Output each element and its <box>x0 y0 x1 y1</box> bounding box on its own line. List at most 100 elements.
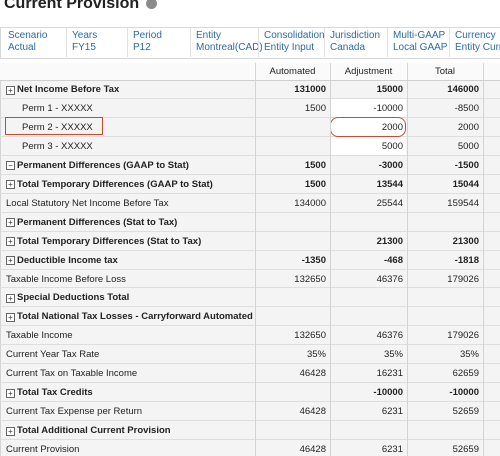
column-divider <box>407 63 408 456</box>
pov-label[interactable]: Consolidation <box>264 30 325 41</box>
pov-divider <box>66 28 67 57</box>
value-cell: 159544 <box>447 197 479 209</box>
pov-divider <box>258 28 259 57</box>
expander[interactable]: + <box>6 312 15 322</box>
row-label: Permanent Differences (Stat to Tax) <box>17 216 178 228</box>
column-header: Automated <box>269 66 316 77</box>
pov-value[interactable]: FY15 <box>72 42 96 53</box>
row-label: Current Year Tax Rate <box>6 349 100 361</box>
row-divider <box>0 173 500 175</box>
expander[interactable]: + <box>6 426 15 436</box>
row-divider <box>0 116 500 118</box>
row-label: Total Temporary Differences (GAAP to Sta… <box>17 178 213 190</box>
value-cell: 16231 <box>376 368 403 380</box>
pov-label[interactable]: Scenario <box>8 30 48 41</box>
row-divider <box>0 420 500 422</box>
pov-label[interactable]: Multi-GAAP <box>393 30 446 41</box>
row-divider <box>0 230 500 232</box>
value-cell[interactable]: 5000 <box>381 140 403 152</box>
column-divider <box>255 63 256 456</box>
value-cell: -8500 <box>454 102 479 114</box>
pov-value[interactable]: Actual <box>8 42 36 53</box>
value-cell: 52659 <box>452 444 479 456</box>
value-cell: 35% <box>306 349 326 361</box>
row-label: Total National Tax Losses - Carryforward… <box>17 311 253 323</box>
info-icon[interactable] <box>146 0 157 9</box>
value-cell[interactable]: -10000 <box>373 102 403 114</box>
input-cell[interactable] <box>331 117 406 136</box>
expander[interactable]: + <box>6 218 15 228</box>
value-cell: -468 <box>383 254 403 266</box>
row-label: Current Provision <box>6 444 80 456</box>
row-divider <box>0 192 500 194</box>
row-label: Current Tax on Taxable Income <box>6 368 138 380</box>
pov-value[interactable]: P12 <box>133 42 151 53</box>
value-cell: 46428 <box>299 406 326 418</box>
pov-value[interactable]: Entity Input <box>264 42 315 53</box>
value-cell: 131000 <box>294 84 326 95</box>
value-cell: 179026 <box>447 273 479 285</box>
value-cell: 1500 <box>304 178 326 190</box>
value-cell: 46428 <box>299 368 326 380</box>
value-cell: 21300 <box>452 235 479 247</box>
pov-divider <box>324 28 325 57</box>
pov-value[interactable]: Entity Curr <box>455 42 500 53</box>
pov-label[interactable]: Currency <box>455 30 496 41</box>
column-divider <box>330 63 331 456</box>
pov-value[interactable]: Local GAAP <box>393 42 448 53</box>
row-label: Taxable Income <box>6 330 73 342</box>
value-cell: 6231 <box>381 444 403 456</box>
expander[interactable]: + <box>6 180 15 190</box>
value-cell: 1500 <box>304 102 326 114</box>
value-cell: 46376 <box>376 330 403 342</box>
row-divider <box>0 382 500 384</box>
highlight-box <box>5 116 103 135</box>
row-divider <box>0 268 500 270</box>
row-label: Taxable Income Before Loss <box>6 273 126 285</box>
pov-value[interactable]: Montreal(CAD) <box>196 42 263 53</box>
expander[interactable]: + <box>6 237 15 247</box>
row-divider <box>0 135 500 137</box>
value-cell: -1500 <box>454 159 479 171</box>
value-cell: 62659 <box>452 368 479 380</box>
value-cell: 179026 <box>447 330 479 342</box>
pov-divider <box>190 28 191 57</box>
page-title: Current Provision <box>4 0 140 12</box>
row-label: Local Statutory Net Income Before Tax <box>6 197 169 209</box>
pov-divider <box>387 28 388 57</box>
input-cell[interactable] <box>331 98 406 117</box>
value-cell: 2000 <box>457 121 479 133</box>
pov-divider <box>127 28 128 57</box>
expander[interactable]: + <box>6 256 15 266</box>
table-bg <box>0 63 500 456</box>
value-cell[interactable]: 2000 <box>381 121 403 133</box>
row-label: Current Tax Expense per Return <box>6 406 143 418</box>
value-cell: -3000 <box>378 159 403 171</box>
value-cell: 134000 <box>294 197 326 209</box>
expander[interactable]: + <box>6 388 15 398</box>
input-cell[interactable] <box>331 136 406 155</box>
row-label: Total Temporary Differences (Stat to Tax… <box>17 235 202 247</box>
value-cell: 25544 <box>376 197 403 209</box>
pov-value[interactable]: Canada <box>330 42 366 53</box>
value-cell: -1350 <box>301 254 326 266</box>
row-divider <box>0 439 500 441</box>
expander[interactable]: − <box>6 161 15 171</box>
value-cell: 6231 <box>381 406 403 418</box>
pov-label[interactable]: Years <box>72 30 98 41</box>
expander[interactable]: + <box>6 293 15 303</box>
value-cell: -10000 <box>449 387 479 399</box>
expander[interactable]: + <box>6 85 15 95</box>
pov-label[interactable]: Entity <box>196 30 222 41</box>
value-cell: 132650 <box>294 330 326 342</box>
value-cell: 35% <box>383 349 403 361</box>
row-label: Net Income Before Tax <box>17 84 120 95</box>
pov-label[interactable]: Jurisdiction <box>330 30 381 41</box>
value-cell: 15000 <box>376 84 403 95</box>
value-cell: 132650 <box>294 273 326 285</box>
value-cell: 46428 <box>299 444 326 456</box>
header-row <box>0 63 500 81</box>
row-label: Perm 3 - XXXXX <box>22 140 93 152</box>
pov-bar <box>0 27 500 59</box>
pov-label[interactable]: Period <box>133 30 162 41</box>
